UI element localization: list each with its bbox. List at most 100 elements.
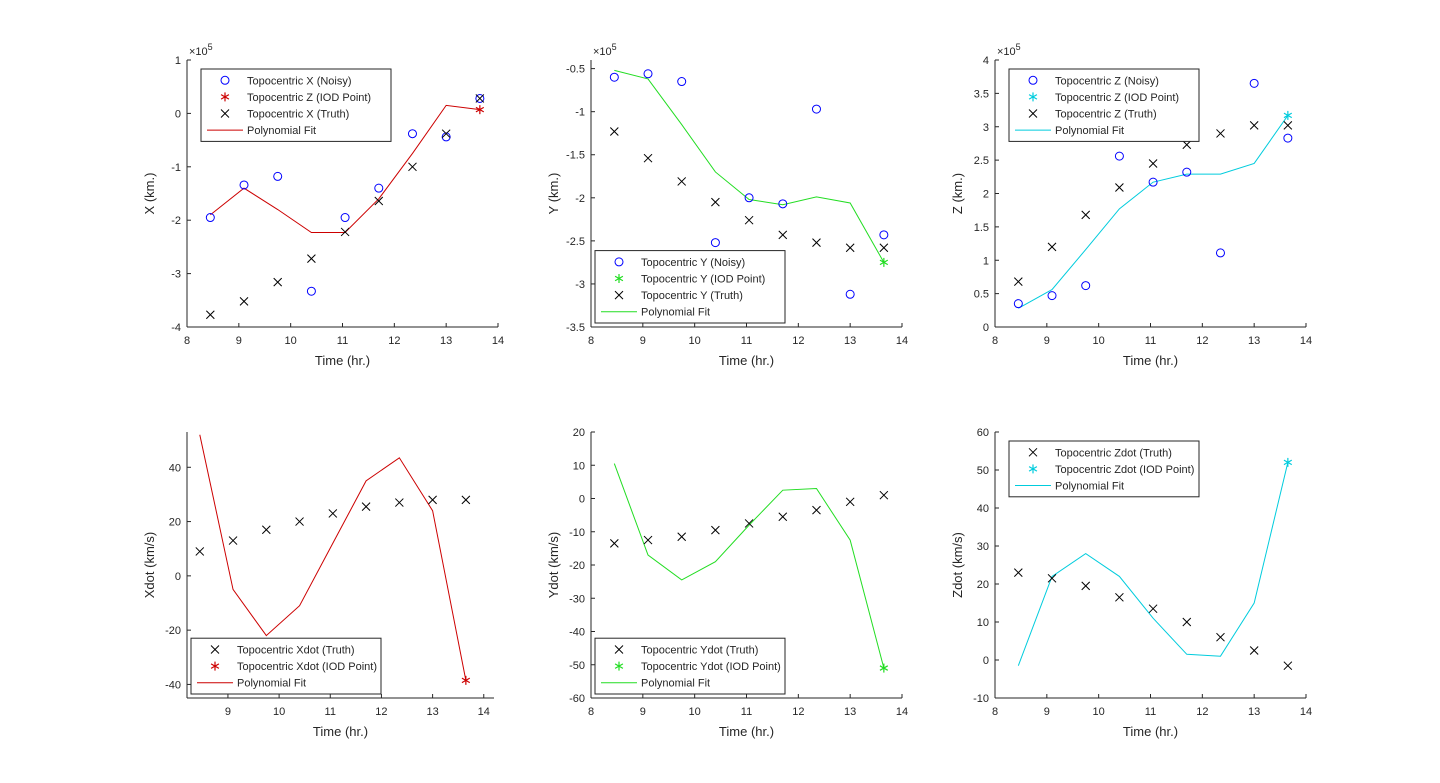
legend-item: Topocentric X (Noisy) bbox=[220, 75, 352, 87]
truth-point bbox=[1283, 661, 1293, 671]
x-tick-label: 12 bbox=[792, 706, 804, 718]
x-tick-label: 14 bbox=[896, 335, 908, 347]
y-axis-label: Y (km.) bbox=[546, 173, 561, 215]
truth-point bbox=[643, 153, 653, 163]
x-tick-label: 13 bbox=[1248, 335, 1260, 347]
y-tick-label: -3.5 bbox=[566, 322, 585, 334]
legend-marker-swatch bbox=[614, 645, 624, 654]
truth-marker-stroke bbox=[879, 490, 889, 500]
iod-marker-stroke bbox=[879, 665, 889, 671]
truth-point bbox=[812, 238, 821, 247]
truth-point bbox=[408, 162, 417, 172]
truth-point bbox=[394, 498, 404, 507]
truth-marker-stroke bbox=[812, 238, 821, 247]
x-axis-label: Time (hr.) bbox=[719, 724, 774, 739]
iod-point bbox=[475, 105, 485, 115]
truth-point bbox=[307, 254, 316, 264]
truth-point bbox=[711, 525, 720, 535]
x-tick-label: 12 bbox=[1196, 706, 1208, 718]
noisy-marker-circle bbox=[1148, 177, 1158, 187]
truth-point bbox=[744, 519, 754, 528]
legend-label: Polynomial Fit bbox=[1055, 125, 1124, 137]
x-tick-label: 8 bbox=[992, 706, 998, 718]
legend-item: Polynomial Fit bbox=[207, 125, 316, 137]
legend-box bbox=[1008, 440, 1200, 498]
legend-label: Topocentric Z (Truth) bbox=[1055, 109, 1157, 121]
legend-marker-swatch bbox=[220, 75, 230, 85]
x-axis-label: Time (hr.) bbox=[315, 353, 370, 368]
noisy-marker-circle bbox=[744, 193, 754, 203]
noisy-marker-circle bbox=[677, 77, 687, 87]
y-tick-label: 20 bbox=[169, 517, 181, 529]
truth-point bbox=[1047, 573, 1057, 583]
y-tick-label: -2.5 bbox=[566, 236, 585, 248]
legend-label: Topocentric X (Truth) bbox=[247, 109, 349, 121]
y-tick-label: -10 bbox=[569, 527, 585, 539]
truth-marker-stroke bbox=[643, 535, 653, 545]
noisy-marker-circle bbox=[1283, 133, 1293, 143]
y-tick-label: -3 bbox=[171, 269, 181, 281]
y-tick-label: -10 bbox=[973, 693, 989, 705]
y-tick-label: -2 bbox=[575, 193, 585, 205]
truth-point bbox=[428, 495, 437, 505]
truth-marker-stroke bbox=[374, 196, 384, 206]
iod-marker-stroke bbox=[1283, 112, 1293, 119]
noisy-point bbox=[374, 183, 384, 193]
noisy-marker-circle bbox=[1028, 75, 1038, 85]
y-tick-label: -1 bbox=[575, 107, 585, 119]
legend-item: Polynomial Fit bbox=[601, 678, 710, 690]
legend-marker-swatch bbox=[614, 257, 624, 267]
legend-item: Topocentric Ydot (Truth) bbox=[614, 645, 758, 657]
y-tick-label: -1.5 bbox=[566, 150, 585, 162]
noisy-marker-circle bbox=[1114, 151, 1124, 161]
iod-marker-stroke bbox=[210, 663, 220, 669]
legend-item: Topocentric Zdot (Truth) bbox=[1028, 447, 1172, 459]
y-tick-label: 0.5 bbox=[974, 289, 989, 301]
x-tick-label: 9 bbox=[236, 335, 242, 347]
noisy-marker-circle bbox=[1249, 78, 1259, 88]
legend-item: Polynomial Fit bbox=[601, 307, 710, 319]
y-tick-label: 0 bbox=[579, 494, 585, 506]
noisy-point bbox=[677, 77, 687, 87]
noisy-point bbox=[1148, 177, 1158, 187]
y-tick-label: -3 bbox=[575, 279, 585, 291]
truth-point bbox=[845, 497, 855, 507]
y-tick-label: 40 bbox=[169, 462, 181, 474]
axis-exponent-label: ×105 bbox=[997, 42, 1021, 58]
truth-marker-stroke bbox=[1148, 159, 1158, 168]
x-tick-label: 10 bbox=[1093, 335, 1105, 347]
x-tick-label: 8 bbox=[992, 335, 998, 347]
truth-point bbox=[1081, 210, 1091, 220]
truth-marker-stroke bbox=[428, 495, 437, 505]
x-axis-label: Time (hr.) bbox=[1123, 724, 1178, 739]
truth-marker-stroke bbox=[1148, 604, 1158, 614]
truth-marker-stroke bbox=[1249, 121, 1259, 130]
noisy-point bbox=[1047, 291, 1057, 301]
truth-point bbox=[711, 197, 720, 207]
x-axis-label: Time (hr.) bbox=[719, 353, 774, 368]
truth-point bbox=[1148, 159, 1158, 168]
truth-marker-stroke bbox=[744, 519, 754, 528]
noisy-marker-circle bbox=[340, 213, 350, 223]
noisy-marker-circle bbox=[1013, 299, 1023, 309]
truth-point bbox=[239, 297, 249, 306]
y-axis-label: X (km.) bbox=[142, 173, 157, 215]
y-tick-label: -40 bbox=[165, 679, 181, 691]
truth-point bbox=[441, 129, 451, 139]
noisy-point bbox=[1249, 78, 1259, 88]
truth-point bbox=[778, 512, 788, 522]
subplot-z: 8 9 10 11 12 13 14 0 0.5 1 1.5 2 2.5 3 3.5 4 ×105 Time (h… bbox=[950, 42, 1312, 368]
legend-box bbox=[200, 68, 392, 142]
x-tick-label: 10 bbox=[689, 706, 701, 718]
truth-point bbox=[261, 525, 271, 535]
truth-marker-stroke bbox=[1115, 183, 1124, 192]
truth-point bbox=[361, 502, 371, 511]
noisy-point bbox=[475, 93, 485, 103]
y-tick-label: 10 bbox=[977, 617, 989, 629]
legend-label: Topocentric X (Noisy) bbox=[247, 75, 352, 87]
subplot-zdot: 8 9 10 11 12 13 14 -10 0 10 20 30 40 50 60 Time (hr.) Zd… bbox=[950, 427, 1312, 739]
noisy-point bbox=[306, 286, 316, 296]
y-tick-label: 1 bbox=[983, 255, 989, 267]
y-tick-label: -20 bbox=[165, 625, 181, 637]
